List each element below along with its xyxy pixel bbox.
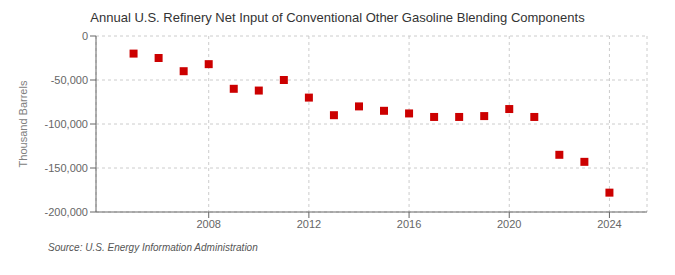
svg-text:-150,000: -150,000 (45, 162, 88, 174)
svg-text:2020: 2020 (497, 218, 521, 230)
svg-text:-200,000: -200,000 (45, 206, 88, 218)
svg-text:Thousand Barrels: Thousand Barrels (17, 80, 29, 167)
svg-text:-100,000: -100,000 (45, 118, 88, 130)
svg-text:2024: 2024 (597, 218, 621, 230)
svg-text:2012: 2012 (297, 218, 321, 230)
svg-text:-50,000: -50,000 (51, 74, 88, 86)
html-text:Annual U.S. Refinery Net Input: Annual U.S. Refinery Net Input of Conven… (90, 10, 585, 25)
svg-text:2016: 2016 (397, 218, 421, 230)
html-text:Source: U.S. Energy Informatio: Source: U.S. Energy Information Administ… (48, 242, 258, 253)
svg-text:0: 0 (82, 30, 88, 42)
svg-text:2008: 2008 (196, 218, 220, 230)
